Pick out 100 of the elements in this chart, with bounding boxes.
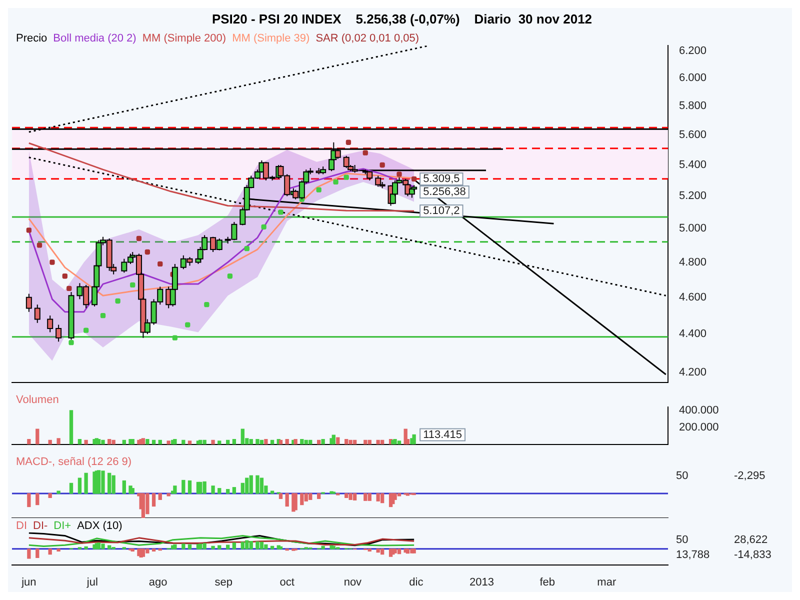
bar — [364, 493, 368, 501]
point — [68, 340, 74, 346]
y-tick-label: 5.400 — [679, 159, 707, 172]
bar — [152, 493, 156, 507]
text: 28,622 — [734, 534, 768, 546]
point — [362, 150, 368, 156]
bar — [256, 475, 260, 494]
bar — [84, 440, 88, 444]
y-tick-label: 5.800 — [679, 100, 707, 112]
text: 50 — [676, 534, 688, 546]
bar — [202, 440, 206, 444]
bar — [69, 482, 74, 494]
point — [244, 246, 250, 252]
bar — [256, 541, 260, 550]
bar — [84, 546, 88, 550]
point — [115, 298, 120, 304]
legend-title: Precio — [16, 32, 48, 45]
bar — [198, 544, 202, 550]
bar — [96, 542, 101, 550]
bar — [332, 434, 336, 444]
annotation: 5.309,5 — [423, 172, 460, 185]
bar — [56, 548, 60, 552]
bar — [368, 493, 372, 501]
annotation: 5.256,38 — [423, 186, 466, 198]
bar — [84, 472, 88, 494]
series-label: DI+ — [54, 520, 72, 532]
bar — [36, 493, 40, 506]
bar — [152, 548, 156, 552]
bar — [321, 546, 325, 550]
y-tick-label: 5.600 — [679, 128, 707, 141]
y-tick-label: 5.200 — [679, 190, 707, 202]
bar — [264, 544, 268, 550]
bar — [245, 540, 249, 550]
annotation: 5.107,2 — [423, 205, 460, 218]
bar — [376, 548, 380, 553]
point — [380, 162, 385, 168]
bar — [240, 542, 244, 550]
bar — [141, 438, 146, 444]
y-tick-label: 6.200 — [679, 44, 707, 57]
point — [278, 210, 284, 215]
point — [261, 224, 266, 230]
bar — [232, 542, 236, 550]
text: Boll media (20 2) — [53, 32, 136, 45]
text: -14,833 — [734, 549, 772, 562]
text: MM (Simple 39) — [232, 32, 310, 45]
bar — [108, 545, 112, 550]
point — [346, 140, 352, 145]
bar — [101, 544, 105, 550]
bar — [397, 493, 402, 496]
point — [136, 236, 142, 242]
bar — [232, 487, 236, 494]
x-tick-label: feb — [540, 576, 556, 588]
bar — [36, 428, 40, 444]
bar — [270, 490, 274, 494]
bar — [368, 548, 372, 552]
bar — [188, 480, 192, 494]
bar — [249, 540, 253, 550]
bar — [380, 548, 384, 555]
bar — [380, 493, 384, 504]
text: SAR (0,02 0,01 0,05) — [316, 32, 420, 45]
text: MM (Simple 200) — [142, 32, 226, 45]
bar — [308, 493, 312, 500]
bar — [344, 493, 348, 498]
bar — [78, 478, 82, 494]
bar — [27, 548, 31, 559]
series-label: DI — [16, 520, 27, 532]
bar — [173, 486, 177, 494]
bar — [348, 493, 352, 500]
bar — [141, 548, 146, 557]
bar — [260, 478, 264, 494]
bar — [101, 440, 105, 444]
y-tick-label: 4.200 — [679, 366, 707, 379]
point — [344, 174, 349, 180]
bar — [202, 481, 206, 494]
point — [62, 274, 68, 279]
point — [36, 242, 42, 248]
bar — [218, 488, 222, 494]
x-tick-label: ago — [148, 576, 168, 588]
point — [144, 249, 150, 255]
y-tick-label: 4.800 — [679, 256, 707, 268]
chart-title: PSI20 - PSI 20 INDEX 5.256,38 (-0,07%) Diario 30 nov 2012 — [212, 11, 592, 26]
x-tick-label: oct — [280, 576, 294, 588]
bar — [56, 490, 60, 494]
point — [100, 312, 106, 318]
point — [316, 187, 322, 192]
point — [333, 179, 338, 185]
series-label: ADX (10) — [77, 520, 122, 532]
x-tick-label: mar — [597, 576, 616, 588]
bar — [182, 544, 186, 550]
bar — [27, 438, 31, 444]
bar — [260, 542, 264, 550]
bar — [285, 493, 289, 507]
bar — [211, 546, 215, 550]
point — [172, 335, 178, 340]
x-tick-label: sep — [214, 576, 232, 588]
point — [50, 260, 55, 265]
bar — [249, 475, 253, 494]
bar — [406, 493, 410, 496]
point — [204, 302, 210, 308]
bar — [182, 480, 186, 494]
